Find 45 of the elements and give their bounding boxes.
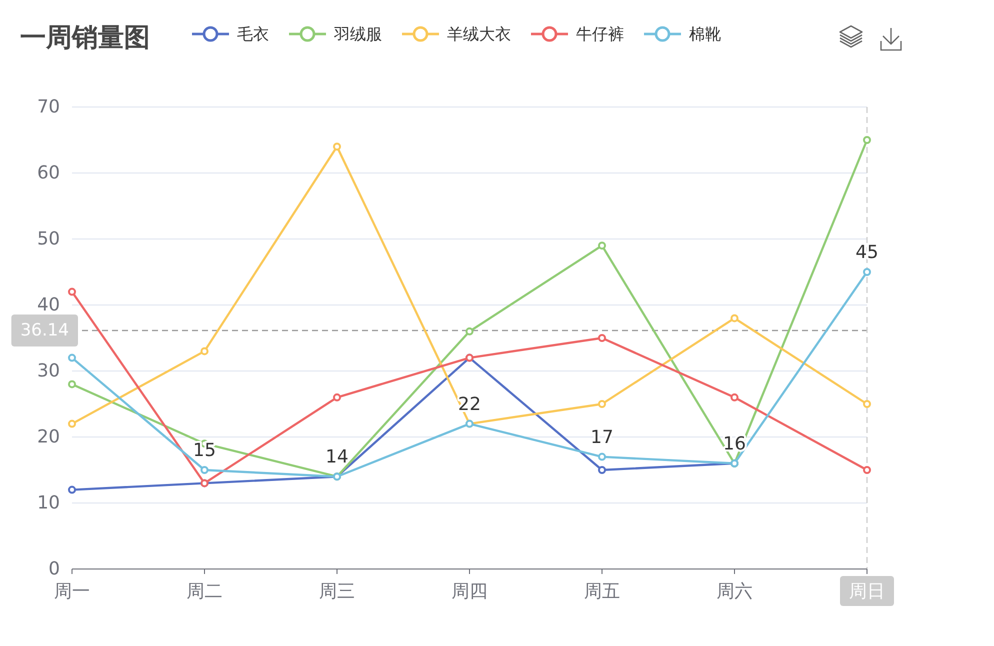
y-tick-label: 60 — [37, 162, 60, 184]
legend-label: 羽绒服 — [333, 24, 382, 44]
y-tick-label: 10 — [37, 492, 60, 514]
data-label: 15 — [193, 440, 216, 461]
point — [863, 400, 871, 408]
x-tick-label: 周四 — [452, 581, 488, 602]
legend-label: 牛仔裤 — [576, 24, 624, 44]
x-tick-label: 周一 — [54, 581, 90, 602]
point — [68, 288, 76, 296]
data-label: 45 — [856, 242, 878, 263]
point — [200, 466, 208, 474]
data-label: 17 — [590, 426, 614, 448]
point — [863, 136, 871, 144]
y-tick-label: 0 — [48, 558, 60, 580]
point — [863, 268, 871, 276]
y-tick-label: 40 — [37, 294, 60, 316]
point — [598, 466, 606, 474]
point — [200, 347, 208, 356]
y-tick-label: 50 — [37, 228, 60, 250]
y-tick-label: 70 — [37, 96, 60, 118]
x-tick-label: 周五 — [584, 581, 620, 602]
y-tick-label: 20 — [37, 426, 60, 448]
point — [466, 327, 474, 336]
point — [68, 380, 76, 388]
point — [598, 242, 606, 250]
x-tick-label: 周六 — [716, 581, 752, 602]
chart-title: 一周销量图 — [20, 23, 150, 53]
point — [68, 354, 76, 362]
point — [68, 420, 76, 428]
point — [730, 393, 738, 402]
point — [863, 466, 871, 474]
point — [598, 334, 606, 342]
point — [333, 142, 341, 151]
x-tick-label: 周二 — [186, 581, 222, 602]
legend-label: 毛衣 — [237, 24, 269, 44]
point — [730, 314, 738, 322]
legend-label: 羊绒大衣 — [447, 24, 511, 44]
point — [333, 393, 341, 402]
point — [68, 486, 76, 494]
y-tick-label: 30 — [37, 360, 60, 382]
data-label: 14 — [326, 446, 348, 468]
legend-label: 棉靴 — [689, 24, 721, 44]
point — [598, 452, 606, 461]
x-tick-label: 周三 — [319, 581, 355, 602]
point — [598, 400, 606, 408]
